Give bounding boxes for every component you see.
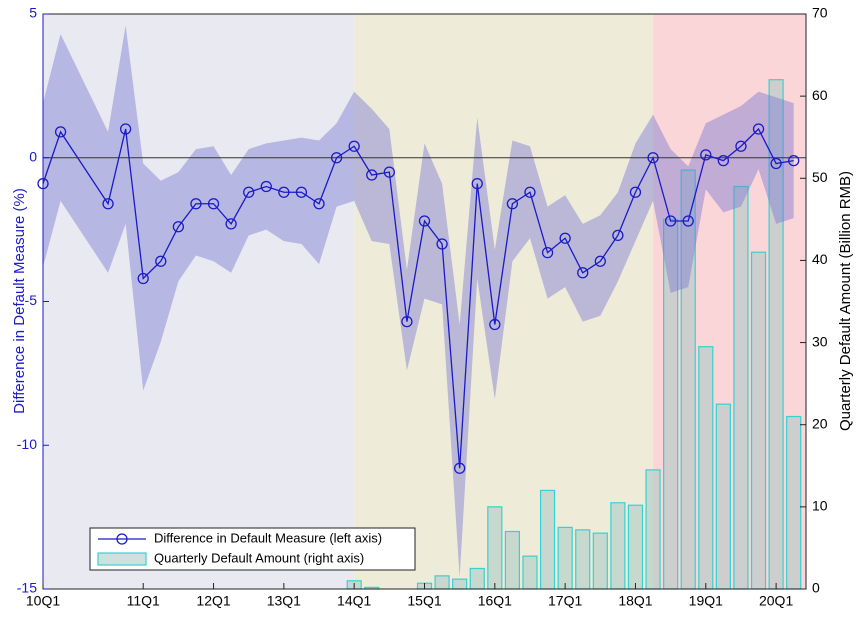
y2-tick-label: 10 xyxy=(812,498,828,514)
bar xyxy=(645,469,661,590)
confidence-band xyxy=(43,25,794,578)
marker xyxy=(541,246,554,259)
marker xyxy=(418,215,431,227)
marker xyxy=(137,272,149,285)
bar xyxy=(575,529,591,590)
legend-label: Difference in Default Measure (left axis… xyxy=(154,530,382,545)
marker xyxy=(524,186,536,198)
marker xyxy=(102,198,114,210)
marker xyxy=(752,123,765,135)
marker xyxy=(577,267,589,279)
marker xyxy=(647,152,659,164)
marker xyxy=(54,126,67,138)
bar xyxy=(522,555,538,590)
x-tick-label: 12Q1 xyxy=(196,593,230,609)
marker xyxy=(506,198,519,210)
bar xyxy=(557,526,573,590)
legend-label: Quarterly Default Amount (right axis) xyxy=(154,550,364,565)
y-tick-label: 5 xyxy=(29,5,37,21)
marker xyxy=(454,462,466,474)
legend-marker xyxy=(116,533,128,545)
bar xyxy=(504,530,521,590)
marker xyxy=(155,255,167,267)
x-tick-label: 18Q1 xyxy=(618,593,652,609)
marker xyxy=(313,198,325,210)
legend-swatch xyxy=(97,552,147,566)
marker xyxy=(260,180,272,193)
marker xyxy=(207,198,220,210)
marker xyxy=(172,221,185,233)
x-tick-label: 15Q1 xyxy=(407,593,441,609)
bar xyxy=(627,504,644,590)
bar xyxy=(750,251,767,590)
marker xyxy=(330,152,343,164)
bar xyxy=(539,489,556,590)
marker xyxy=(700,149,712,161)
y-tick-label: -5 xyxy=(25,292,38,308)
y-axis-title: Difference in Default Measure (%) xyxy=(11,188,28,414)
bar xyxy=(698,346,714,590)
x-tick-label: 14Q1 xyxy=(337,593,371,609)
y2-tick-label: 60 xyxy=(812,87,828,103)
marker xyxy=(788,154,800,167)
marker xyxy=(770,157,782,170)
y2-tick-label: 40 xyxy=(812,251,828,267)
marker xyxy=(348,140,360,152)
y2-tick-label: 50 xyxy=(812,169,828,185)
marker xyxy=(119,123,132,135)
marker xyxy=(717,154,730,167)
y-tick-label: -10 xyxy=(17,436,37,452)
marker xyxy=(489,318,501,331)
bar xyxy=(487,506,503,590)
marker xyxy=(436,238,448,250)
marker xyxy=(190,198,202,210)
y2-tick-label: 30 xyxy=(812,333,828,349)
marker xyxy=(682,215,694,227)
y2-axis-title: Quarterly Default Amount (Billion RMB) xyxy=(837,171,854,431)
marker xyxy=(295,186,308,198)
marker xyxy=(366,169,378,181)
x-tick-label: 17Q1 xyxy=(548,593,582,609)
x-tick-label: 10Q1 xyxy=(26,593,60,609)
bar xyxy=(592,532,608,590)
marker xyxy=(278,186,290,198)
marker xyxy=(559,232,571,244)
marker xyxy=(471,177,483,190)
marker xyxy=(735,140,747,152)
x-tick-label: 20Q1 xyxy=(759,593,793,609)
y2-tick-label: 0 xyxy=(812,580,820,596)
marker xyxy=(594,255,606,267)
y-tick-label: 0 xyxy=(29,148,37,164)
marker xyxy=(243,186,255,198)
marker xyxy=(664,215,677,227)
bar xyxy=(610,502,626,590)
x-tick-label: 16Q1 xyxy=(478,593,512,609)
marker xyxy=(383,166,395,178)
y-tick-label: -15 xyxy=(17,580,37,596)
x-tick-label: 13Q1 xyxy=(267,593,301,609)
bar xyxy=(452,578,468,590)
bar xyxy=(469,567,485,590)
y2-tick-label: 70 xyxy=(812,5,828,21)
marker xyxy=(401,315,413,328)
marker xyxy=(629,186,642,198)
bar xyxy=(786,415,802,590)
marker xyxy=(225,218,237,230)
bar xyxy=(715,403,731,590)
y2-tick-label: 20 xyxy=(812,415,828,431)
x-tick-label: 11Q1 xyxy=(127,593,160,609)
x-tick-label: 19Q1 xyxy=(689,593,723,609)
marker xyxy=(612,229,624,242)
bar xyxy=(733,185,749,590)
shaded-region xyxy=(43,14,355,589)
bar xyxy=(434,575,450,590)
